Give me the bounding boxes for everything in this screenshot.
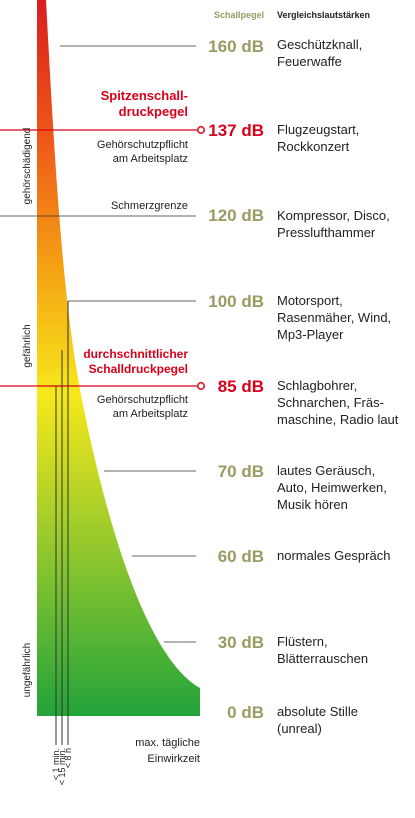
- comparison-30-line2: Blätterrauschen: [277, 651, 368, 666]
- zone-label-dangerous: gefährlich: [22, 324, 33, 367]
- comparison-70-line2: Auto, Heimwerken,: [277, 480, 387, 495]
- comparison-70-line3: Musik hören: [277, 497, 348, 512]
- comparison-85-line2: Schnarchen, Fräs-: [277, 395, 384, 410]
- duration-label-15min: < 15 min.: [57, 748, 67, 785]
- db-labels: 160 dB 137 dB 120 dB 100 dB 85 dB 70 dB …: [208, 37, 264, 722]
- db-label-30: 30 dB: [218, 633, 264, 652]
- db-label-70: 70 dB: [218, 462, 264, 481]
- db-label-100: 100 dB: [208, 292, 264, 311]
- comparison-120-line2: Presslufthammer: [277, 225, 376, 240]
- average-title-line1: durchschnittlicher: [83, 347, 188, 361]
- comparison-85-line3: maschine, Radio laut: [277, 412, 399, 427]
- comparison-60-line1: normales Gespräch: [277, 548, 390, 563]
- peak-title-line1: Spitzenschall-: [101, 88, 188, 103]
- comparison-70-line1: lautes Geräusch,: [277, 463, 375, 478]
- peak-note-line1: Gehörschutzpflicht: [97, 139, 188, 151]
- db-label-137: 137 dB: [208, 121, 264, 140]
- db-label-85: 85 dB: [218, 377, 264, 396]
- average-note-line1: Gehörschutzpflicht: [97, 394, 188, 406]
- marker-137: [197, 126, 205, 134]
- comparison-0-line1: absolute Stille: [277, 704, 358, 719]
- average-title-line2: Schalldruckpegel: [89, 362, 188, 376]
- comparison-100-line2: Rasenmäher, Wind,: [277, 310, 391, 325]
- comparison-100-line3: Mp3-Player: [277, 327, 344, 342]
- comparison-100-line1: Motorsport,: [277, 293, 343, 308]
- comparison-85-line1: Schlagbohrer,: [277, 378, 357, 393]
- exposure-caption-line2: Einwirkzeit: [147, 753, 200, 765]
- loudness-gradient-area: [37, 0, 200, 716]
- peak-note-line2: am Arbeitsplatz: [113, 153, 188, 165]
- db-label-120: 120 dB: [208, 206, 264, 225]
- sound-level-heading: Schallpegel: [214, 10, 264, 20]
- comparison-heading: Vergleichslautstärken: [277, 10, 370, 20]
- duration-label-1min: < 1 min.: [51, 748, 61, 780]
- db-label-160: 160 dB: [208, 37, 264, 56]
- comparison-137-line2: Rockkonzert: [277, 139, 350, 154]
- comparison-30-line1: Flüstern,: [277, 634, 328, 649]
- peak-title-line2: druckpegel: [119, 104, 188, 119]
- db-label-0: 0 dB: [227, 703, 264, 722]
- level-leader-lines: [0, 45, 197, 643]
- comparison-160-line2: Feuerwaffe: [277, 54, 342, 69]
- zone-label-harmless: ungefährlich: [22, 643, 33, 697]
- pain-threshold-label: Schmerzgrenze: [111, 200, 188, 212]
- comparisons: Geschützknall, Feuerwaffe Flugzeugstart,…: [277, 37, 399, 736]
- marker-85: [197, 382, 205, 390]
- comparison-137-line1: Flugzeugstart,: [277, 122, 359, 137]
- duration-label-8h: < 8 h: [63, 748, 73, 768]
- comparison-120-line1: Kompressor, Disco,: [277, 208, 390, 223]
- comparison-0-line2: (unreal): [277, 721, 322, 736]
- db-label-60: 60 dB: [218, 547, 264, 566]
- zone-label-harmful: gehörschädigend: [22, 128, 33, 205]
- comparison-160-line1: Geschützknall,: [277, 37, 362, 52]
- average-note-line2: am Arbeitsplatz: [113, 408, 188, 420]
- exposure-caption-line1: max. tägliche: [135, 737, 200, 749]
